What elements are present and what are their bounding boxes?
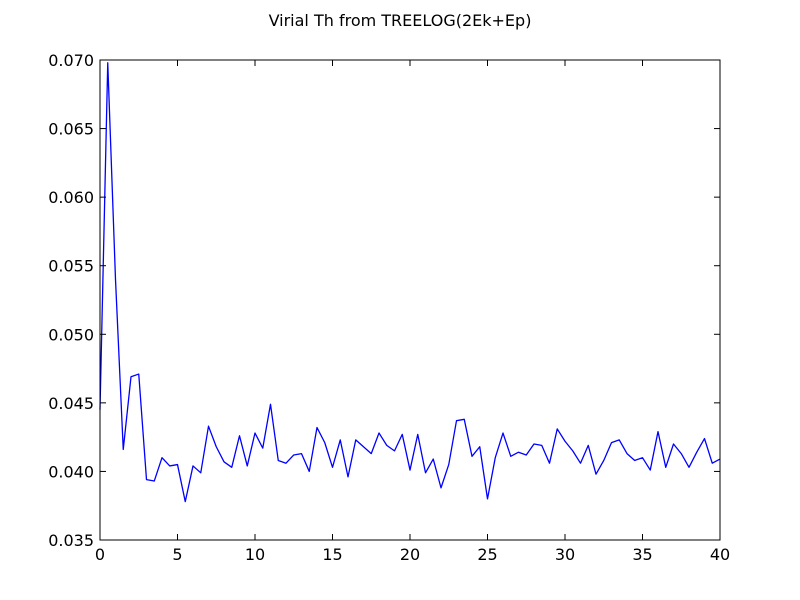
- x-tick-label: 25: [477, 545, 497, 564]
- chart-title: Virial Th from TREELOG(2Ek+Ep): [269, 11, 532, 30]
- x-tick-label: 30: [555, 545, 575, 564]
- y-tick-label: 0.055: [48, 257, 94, 276]
- x-tick-label: 20: [400, 545, 420, 564]
- x-tick-label: 5: [172, 545, 182, 564]
- x-tick-label: 0: [95, 545, 105, 564]
- x-tick-label: 10: [245, 545, 265, 564]
- y-tick-label: 0.070: [48, 51, 94, 70]
- series-line: [99, 62, 721, 503]
- plot-area: 0 5 10 15 20 25 30 35 40 0.035 0.040 0.045 0.050 0.05…: [48, 51, 730, 564]
- y-tick-label: 0.045: [48, 394, 94, 413]
- x-tick-label: 35: [632, 545, 652, 564]
- y-tick-label: 0.060: [48, 188, 94, 207]
- y-tick-label: 0.040: [48, 462, 94, 481]
- x-tick-label: 40: [710, 545, 730, 564]
- x-tick-label: 15: [322, 545, 342, 564]
- y-tick-label: 0.050: [48, 325, 94, 344]
- y-tick-label: 0.035: [48, 531, 94, 550]
- y-tick-label: 0.065: [48, 120, 94, 139]
